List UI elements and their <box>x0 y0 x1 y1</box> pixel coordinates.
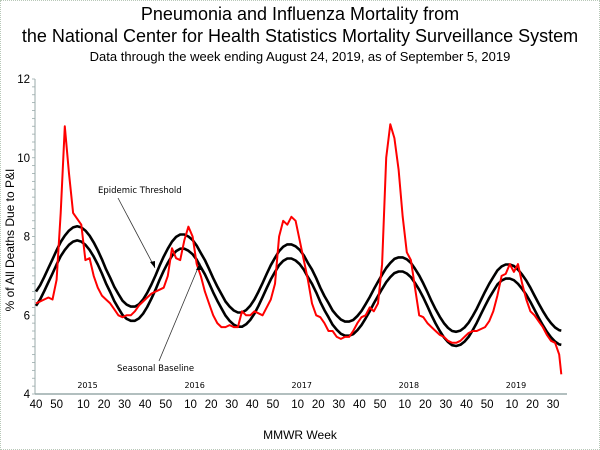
seasonal-baseline-arrowhead <box>196 263 201 270</box>
x-tick-label: 50 <box>267 399 280 411</box>
x-tick-label: 40 <box>30 399 43 411</box>
year-label: 2019 <box>506 381 526 390</box>
y-axis-label: % of All Deaths Due to P&I <box>3 169 17 312</box>
x-tick-label: 50 <box>481 399 494 411</box>
seasonal-baseline-arrow <box>158 262 201 362</box>
x-tick-label: 10 <box>291 399 304 411</box>
year-label: 2018 <box>399 381 419 390</box>
x-tick-label: 30 <box>547 399 560 411</box>
y-tick-label: 4 <box>24 389 31 401</box>
x-tick-label: 30 <box>332 399 345 411</box>
x-tick-label: 20 <box>526 399 539 411</box>
epidemic-threshold-arrowhead <box>150 261 155 268</box>
x-tick-label: 20 <box>98 399 111 411</box>
seasonal-baseline-label: Seasonal Baseline <box>117 364 194 374</box>
chart-title: Pneumonia and Influenza Mortality from <box>140 4 460 24</box>
y-tick-label: 8 <box>24 232 30 244</box>
x-tick-label: 40 <box>139 399 152 411</box>
x-tick-label: 40 <box>246 399 259 411</box>
x-tick-label: 10 <box>505 399 518 411</box>
x-tick-label: 30 <box>440 399 453 411</box>
x-tick-label: 10 <box>77 399 90 411</box>
x-tick-label: 40 <box>353 399 366 411</box>
y-tick-label: 10 <box>17 153 30 165</box>
year-label: 2015 <box>77 381 97 390</box>
x-tick-label: 20 <box>205 399 218 411</box>
x-tick-label: 20 <box>419 399 432 411</box>
x-tick-label: 10 <box>398 399 411 411</box>
x-tick-label: 40 <box>460 399 473 411</box>
y-tick-label: 6 <box>24 310 30 322</box>
x-tick-label: 50 <box>159 399 172 411</box>
year-label: 2017 <box>292 381 312 390</box>
seasonal-baseline-line <box>34 239 562 348</box>
epidemic-threshold-arrow <box>117 197 156 269</box>
epidemic-threshold-line <box>34 225 562 334</box>
y-tick-label: 12 <box>17 74 30 86</box>
x-tick-label: 20 <box>312 399 325 411</box>
x-tick-label: 30 <box>118 399 131 411</box>
chart-title-line2: the National Center for Health Statistic… <box>21 26 579 46</box>
x-tick-label: 50 <box>50 399 63 411</box>
x-tick-label: 30 <box>225 399 238 411</box>
x-tick-label: 10 <box>184 399 197 411</box>
x-tick-label: 50 <box>374 399 387 411</box>
pi-mortality-line <box>35 123 563 375</box>
epidemic-threshold-label: Epidemic Threshold <box>98 186 182 196</box>
year-label: 2016 <box>184 381 204 390</box>
x-axis-label: MMWR Week <box>263 428 337 442</box>
chart-subtitle: Data through the week ending August 24, … <box>89 49 511 64</box>
